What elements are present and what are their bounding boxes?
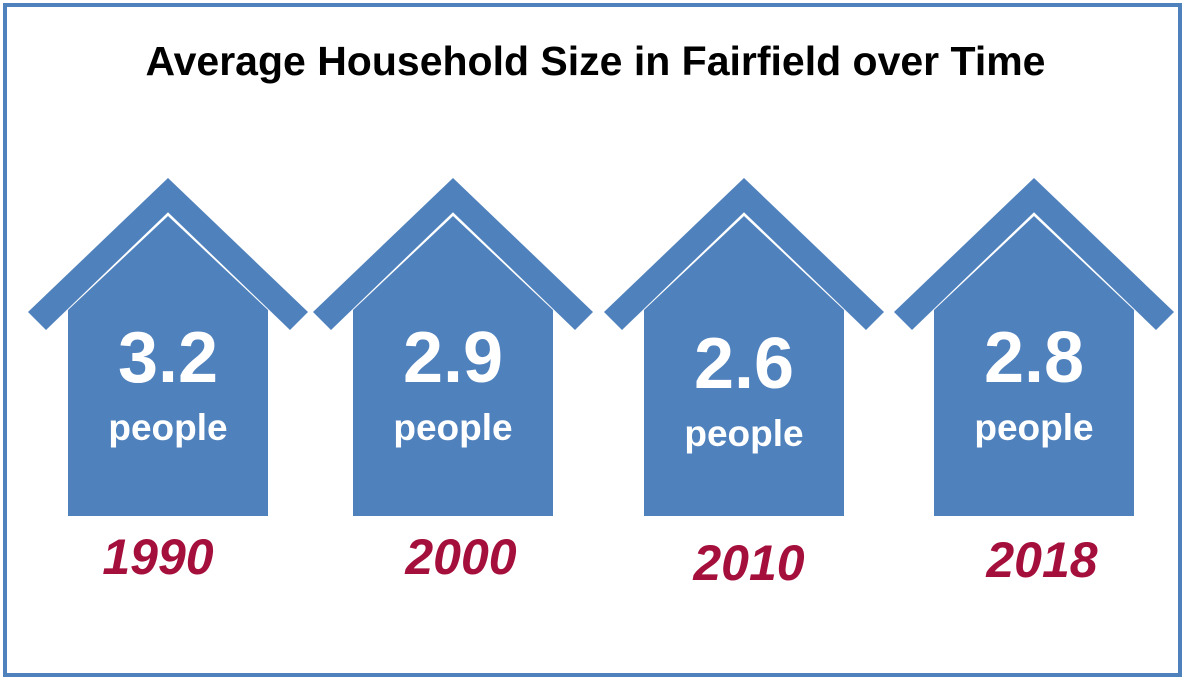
unit-label: people — [108, 407, 228, 448]
house-label-2010: 2.6 people — [644, 328, 844, 454]
chart-title: Average Household Size in Fairfield over… — [145, 38, 1046, 84]
data-label: 3.2 — [117, 318, 219, 398]
house-body — [934, 216, 1134, 516]
unit-label: people — [684, 413, 804, 454]
house-1990 — [28, 178, 308, 516]
house-label-2018: 2.8 people — [934, 322, 1134, 448]
data-label: 2.6 — [693, 324, 795, 404]
unit-label: people — [974, 407, 1094, 448]
house-roof — [28, 178, 308, 330]
house-label-2000: 2.9 people — [353, 322, 553, 448]
house-label-1990: 3.2 people — [68, 322, 268, 448]
house-body — [68, 216, 268, 516]
house-roof — [313, 178, 593, 330]
house-body — [353, 216, 553, 516]
data-label: 2.9 — [402, 318, 504, 398]
house-2018 — [894, 178, 1174, 516]
house-2000 — [313, 178, 593, 516]
year-label: 2010 — [693, 535, 805, 591]
year-label: 2000 — [405, 529, 517, 585]
unit-label: people — [393, 407, 513, 448]
house-body — [644, 216, 844, 516]
year-label: 1990 — [102, 529, 214, 585]
house-roof — [894, 178, 1174, 330]
data-label: 2.8 — [983, 318, 1085, 398]
house-roof — [604, 178, 884, 330]
house-2010 — [604, 178, 884, 516]
year-label: 2018 — [986, 532, 1098, 588]
